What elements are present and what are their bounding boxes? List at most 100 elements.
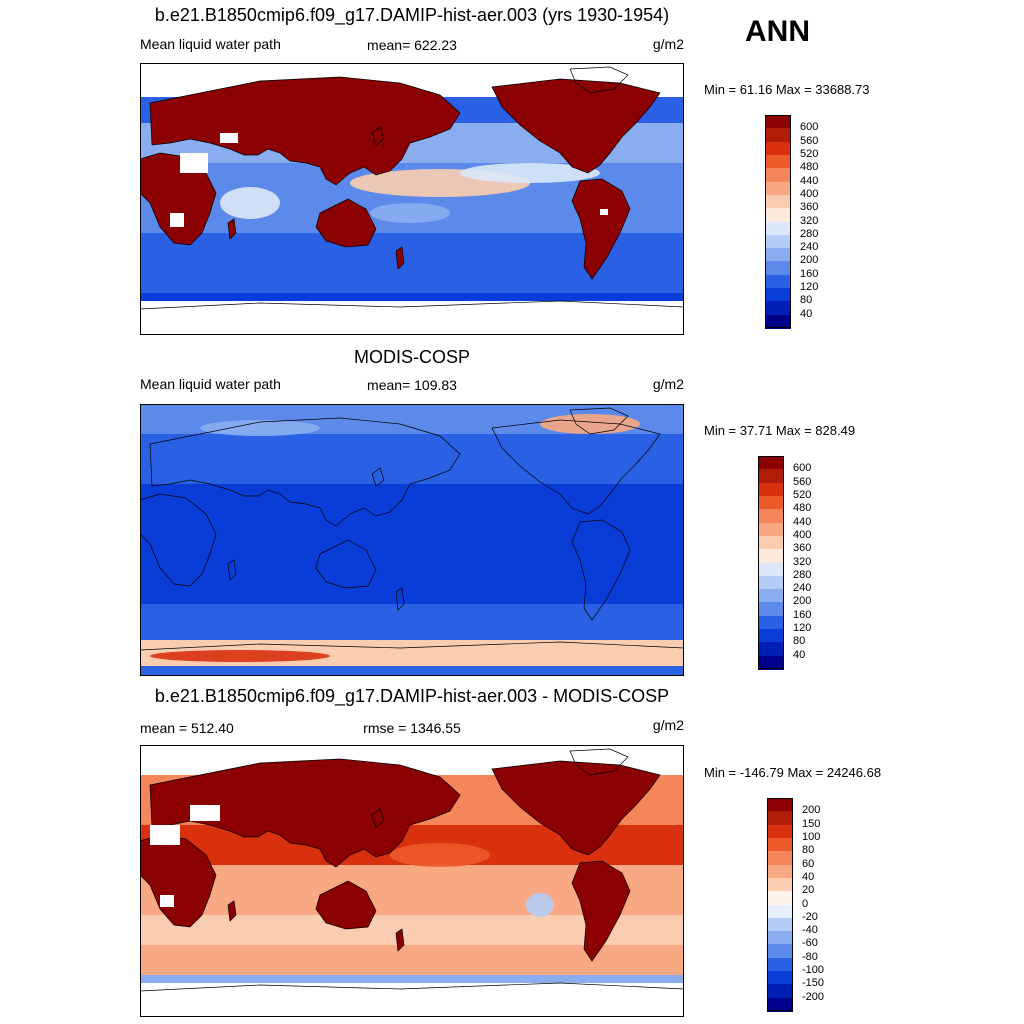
missing-data: [600, 209, 608, 215]
data-band: [140, 434, 684, 484]
colorbar-frame: [758, 456, 784, 669]
colorbar-bin: [758, 642, 784, 657]
data-band: [140, 983, 684, 1017]
colorbar-bin: [767, 877, 793, 892]
data-band: [140, 484, 684, 604]
coastline-japan: [371, 808, 385, 828]
coastline-asia: [149, 417, 461, 527]
panel-3-minmax: Min = -146.79 Max = 24246.68: [704, 765, 882, 780]
coastline-samerica: [571, 860, 631, 962]
coastline-africa: [140, 834, 217, 928]
colorbar-bin: [767, 824, 793, 839]
colorbar-bin: [767, 917, 793, 932]
colorbar-tick-label: 200: [793, 595, 812, 608]
coastline-antarctica: [140, 641, 684, 676]
panel-1-title: b.e21.B1850cmip6.f09_g17.DAMIP-hist-aer.…: [154, 5, 670, 25]
colorbar-bin: [758, 469, 784, 484]
colorbar-tick-label: 240: [800, 241, 819, 254]
colorbar-bin: [767, 944, 793, 959]
coastline-namerica: [491, 78, 661, 174]
colorbar-bin: [765, 208, 791, 222]
colorbar-tick-label: 20: [802, 884, 815, 897]
missing-data: [180, 153, 208, 173]
colorbar-tick-label: 200: [800, 254, 819, 267]
colorbar-tick-label: 440: [793, 515, 812, 528]
panel-1-units: g/m2: [652, 36, 684, 52]
data-feature: [390, 843, 490, 867]
colorbar-bin: [767, 971, 793, 985]
colorbar-bin: [758, 575, 784, 590]
panel-2-left-label: Mean liquid water path: [140, 376, 281, 392]
colorbar-bin: [767, 904, 793, 919]
coastline-newzealand: [395, 587, 405, 611]
colorbar-tick-label: 280: [800, 227, 819, 240]
data-feature: [370, 203, 450, 223]
colorbar-bin: [758, 482, 784, 497]
colorbar-tick-label: 440: [800, 174, 819, 187]
colorbar-bin: [765, 314, 791, 329]
panel-1-minmax: Min = 61.16 Max = 33688.73: [704, 82, 870, 97]
colorbar-bin: [758, 589, 784, 603]
colorbar-tick-label: 160: [800, 267, 819, 280]
colorbar-tick-label: 60: [802, 857, 815, 870]
colorbar-bin: [765, 274, 791, 289]
colorbar-tick-label: 400: [800, 187, 819, 200]
colorbar-tick-label: 0: [802, 897, 809, 910]
colorbar-bin: [758, 509, 784, 524]
colorbar-tick-label: 150: [802, 817, 821, 830]
map-frame: [140, 745, 684, 1017]
panel-1-center-label: mean= 622.23: [367, 37, 457, 53]
colorbar-tick-label: 560: [800, 134, 819, 147]
colorbar-tick-label: 120: [800, 281, 819, 294]
colorbar-bin: [765, 128, 791, 143]
coastline-antarctica: [140, 982, 684, 1017]
colorbar-frame: [765, 115, 791, 328]
coastline-australia: [315, 198, 377, 248]
colorbar-bin: [767, 864, 793, 879]
panel-2-minmax: Min = 37.71 Max = 828.49: [704, 423, 856, 438]
colorbar-bin: [758, 549, 784, 563]
colorbar-bin: [765, 301, 791, 316]
data-band: [140, 301, 684, 335]
colorbar-bin: [765, 194, 791, 209]
colorbar-tick-label: 320: [793, 555, 812, 568]
colorbar-tick-label: -60: [802, 937, 818, 950]
panel-1-map: [140, 63, 684, 335]
colorbar-tick-label: 360: [793, 542, 812, 555]
colorbar-bin: [765, 234, 791, 249]
colorbar-bin: [758, 602, 784, 617]
data-band: [140, 975, 684, 983]
colorbar-tick-label: 480: [793, 502, 812, 515]
colorbar-frame: [767, 798, 793, 1011]
panel-2-title: MODIS-COSP: [353, 347, 471, 367]
data-band: [140, 666, 684, 676]
colorbar-tick-label: 40: [800, 307, 813, 320]
missing-data: [150, 825, 180, 845]
colorbar-bin: [765, 181, 791, 196]
colorbar-bin: [765, 248, 791, 262]
panel-3-center-label: rmse = 1346.55: [363, 720, 461, 736]
data-feature: [526, 893, 554, 917]
panel-2-colorbar: 600 560 520 480 440 400 360 320 280 240 200 160 120 8…: [758, 456, 811, 670]
colorbar-tick-label: 520: [800, 147, 819, 160]
colorbar-bin: [765, 168, 791, 183]
colorbar-tick-label: 400: [793, 528, 812, 541]
data-feature: [150, 650, 330, 662]
colorbar-tick-label: 100: [802, 830, 821, 843]
colorbar-bin: [767, 811, 793, 826]
coastline-newzealand: [395, 246, 405, 270]
colorbar-tick-label: 240: [793, 582, 812, 595]
coastline-samerica: [571, 178, 631, 280]
data-feature: [200, 420, 320, 436]
data-band: [140, 293, 684, 301]
coastline-namerica: [491, 419, 661, 515]
panel-1-colorbar: 600 560 520 480 440 400 360 320 280 240 200 160 120 8…: [765, 115, 818, 329]
map-frame: [140, 404, 684, 676]
colorbar-tick-label: -40: [802, 924, 818, 937]
colorbar-tick-label: -200: [802, 990, 825, 1003]
colorbar-tick-label: 40: [802, 870, 815, 883]
colorbar-bin: [767, 931, 793, 945]
colorbar-tick-label: 80: [802, 844, 815, 857]
colorbar-tick-label: 200: [802, 804, 821, 817]
season-label: ANN: [745, 15, 810, 48]
